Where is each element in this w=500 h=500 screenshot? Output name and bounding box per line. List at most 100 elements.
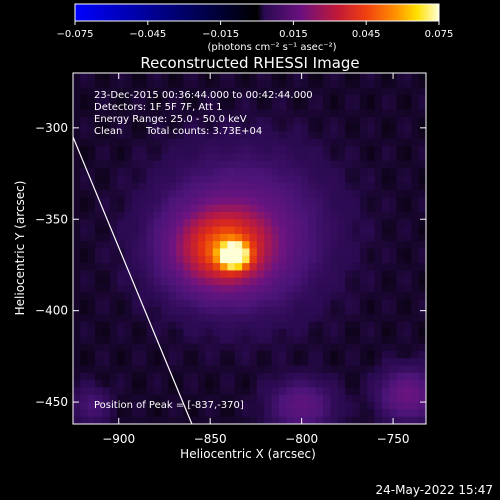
heatmap-cell xyxy=(315,138,324,147)
heatmap-cell xyxy=(117,380,125,388)
heatmap-cell xyxy=(389,248,397,257)
heatmap-cell xyxy=(418,255,426,264)
heatmap-cell xyxy=(278,402,287,410)
heatmap-cell xyxy=(300,358,309,366)
heatmap-cell xyxy=(234,80,243,89)
heatmap-cell xyxy=(308,182,317,191)
heatmap-cell xyxy=(146,197,155,206)
heatmap-cell xyxy=(227,343,236,352)
heatmap-cell xyxy=(220,394,228,403)
heatmap-cell xyxy=(315,416,324,424)
heatmap-cell xyxy=(323,255,331,264)
heatmap-cell xyxy=(286,336,295,344)
heatmap-cell xyxy=(381,328,390,337)
heatmap-cell xyxy=(396,233,405,242)
heatmap-cell xyxy=(205,328,214,337)
heatmap-cell xyxy=(168,226,177,235)
heatmap-cell xyxy=(175,255,184,264)
heatmap-cell xyxy=(278,190,287,198)
heatmap-cell xyxy=(403,226,412,235)
heatmap-cell xyxy=(80,197,89,206)
heatmap-cell xyxy=(323,328,331,337)
heatmap-cell xyxy=(146,80,155,89)
heatmap-cell xyxy=(374,146,383,154)
heatmap-cell xyxy=(249,138,258,147)
heatmap-cell xyxy=(242,409,250,418)
heatmap-cell xyxy=(418,387,426,396)
heatmap-cell xyxy=(242,387,250,396)
heatmap-cell xyxy=(352,102,361,110)
heatmap-cell xyxy=(109,402,118,410)
heatmap-cell xyxy=(212,146,221,154)
heatmap-cell xyxy=(352,146,361,154)
heatmap-cell xyxy=(73,168,81,176)
heatmap-cell xyxy=(278,211,287,220)
heatmap-cell xyxy=(286,94,295,103)
heatmap-cell xyxy=(242,146,250,154)
heatmap-cell xyxy=(205,380,214,388)
heatmap-cell xyxy=(308,350,317,359)
heatmap-cell xyxy=(212,94,221,103)
heatmap-cell xyxy=(278,160,287,169)
heatmap-cell xyxy=(234,299,243,308)
heatmap-cell xyxy=(139,73,147,81)
heatmap-cell xyxy=(345,402,353,410)
heatmap-cell xyxy=(109,182,118,191)
heatmap-cell xyxy=(352,248,361,257)
heatmap-cell xyxy=(286,168,295,176)
heatmap-cell xyxy=(242,350,250,359)
heatmap-cell xyxy=(403,80,412,89)
heatmap-cell xyxy=(315,233,324,242)
heatmap-cell xyxy=(367,270,375,279)
heatmap-cell xyxy=(73,226,81,235)
heatmap-cell xyxy=(345,146,353,154)
heatmap-cell xyxy=(117,131,125,140)
heatmap-cell xyxy=(396,314,405,323)
heatmap-cell xyxy=(374,387,383,396)
heatmap-cell xyxy=(337,116,346,125)
heatmap-cell xyxy=(87,336,96,344)
heatmap-cell xyxy=(403,233,412,242)
heatmap-cell xyxy=(220,175,228,184)
heatmap-cell xyxy=(337,372,346,381)
heatmap-cell xyxy=(161,153,169,162)
heatmap-cell xyxy=(227,416,236,424)
info-annotations: 23-Dec-2015 00:36:44.000 to 00:42:44.000… xyxy=(94,90,313,411)
heatmap-cell xyxy=(352,138,361,147)
heatmap-image xyxy=(73,73,426,424)
heatmap-cell xyxy=(227,138,236,147)
heatmap-cell xyxy=(271,131,280,140)
heatmap-cell xyxy=(131,153,140,162)
heatmap-cell xyxy=(337,350,346,359)
heatmap-cell xyxy=(73,372,81,381)
heatmap-cell xyxy=(323,416,331,424)
heatmap-cell xyxy=(234,241,243,249)
heatmap-cell xyxy=(300,314,309,323)
heatmap-cell xyxy=(131,416,140,424)
heatmap-cell xyxy=(411,299,420,308)
heatmap-cell xyxy=(168,321,177,330)
heatmap-cell xyxy=(131,343,140,352)
heatmap-cell xyxy=(212,73,221,81)
heatmap-cell xyxy=(153,87,162,96)
heatmap-cell xyxy=(396,321,405,330)
heatmap-cell xyxy=(367,80,375,89)
heatmap-cell xyxy=(124,263,133,271)
heatmap-cell xyxy=(95,285,103,293)
heatmap-cell xyxy=(403,321,412,330)
heatmap-cell xyxy=(131,175,140,184)
heatmap-cell xyxy=(381,372,390,381)
heatmap-cell xyxy=(227,270,236,279)
heatmap-cell xyxy=(212,350,221,359)
heatmap-cell xyxy=(337,365,346,374)
heatmap-cell xyxy=(308,270,317,279)
heatmap-cell xyxy=(87,416,96,424)
heatmap-cell xyxy=(271,394,280,403)
heatmap-cell xyxy=(95,138,103,147)
heatmap-cell xyxy=(403,197,412,206)
heatmap-cell xyxy=(286,160,295,169)
heatmap-cell xyxy=(146,87,155,96)
heatmap-cell xyxy=(367,175,375,184)
heatmap-cell xyxy=(161,233,169,242)
heatmap-cell xyxy=(352,160,361,169)
